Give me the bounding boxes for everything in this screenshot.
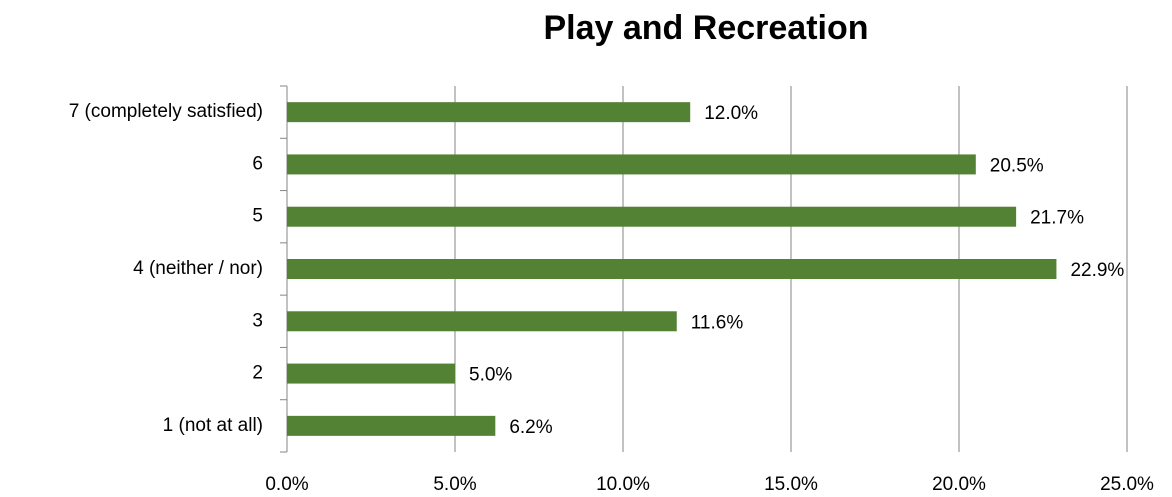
y-tick-label: 5 [252, 206, 263, 227]
x-tick-label: 0.0% [265, 474, 308, 495]
value-label: 20.5% [990, 155, 1044, 176]
chart-title: Play and Recreation [543, 9, 868, 47]
value-label: 21.7% [1030, 208, 1084, 229]
y-tick-label: 7 (completely satisfied) [69, 101, 263, 122]
x-tick-label: 15.0% [764, 474, 818, 495]
y-tick-label: 4 (neither / nor) [133, 258, 263, 279]
bar [287, 415, 496, 436]
value-label: 12.0% [704, 103, 758, 124]
bar [287, 154, 976, 175]
bar [287, 259, 1057, 279]
bar [287, 363, 455, 384]
x-tick-label: 10.0% [596, 474, 650, 495]
x-tick-label: 20.0% [932, 474, 986, 495]
value-label: 22.9% [1070, 260, 1124, 281]
y-tick-label: 3 [252, 310, 263, 331]
value-label: 6.2% [509, 417, 552, 438]
x-tick-label: 5.0% [433, 474, 476, 495]
y-tick-label: 2 [252, 363, 263, 384]
y-tick-label: 6 [252, 153, 263, 174]
x-tick-label: 25.0% [1100, 474, 1154, 495]
y-tick-label: 1 (not at all) [163, 415, 263, 436]
value-label: 11.6% [691, 312, 744, 333]
bar [287, 102, 691, 123]
bar [287, 311, 677, 332]
bar [287, 206, 1017, 227]
value-label: 5.0% [469, 365, 512, 386]
